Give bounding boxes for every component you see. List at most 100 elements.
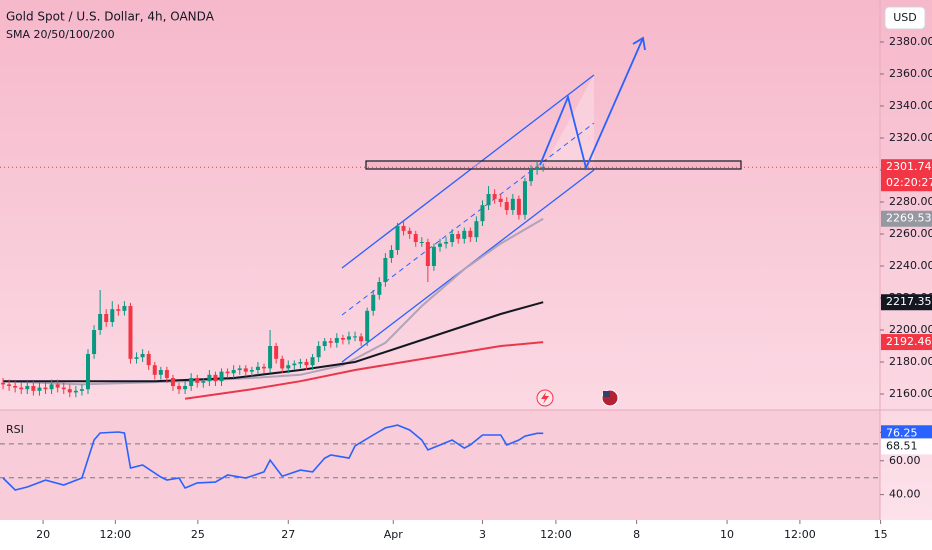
candle-body	[189, 378, 194, 386]
lightning	[541, 392, 549, 404]
candle-body	[164, 370, 169, 378]
candle-body	[401, 226, 406, 231]
candle-body	[407, 230, 412, 234]
y-tick-label: 2200.000	[889, 323, 932, 336]
candle-body	[243, 368, 248, 372]
candle-body	[522, 181, 527, 215]
chart-title: Gold Spot / U.S. Dollar, 4h, OANDA	[6, 10, 215, 24]
y-tick-label: 2280.000	[889, 195, 932, 208]
y-tick-label: 2340.000	[889, 99, 932, 112]
y-tick-label: 2180.000	[889, 355, 932, 368]
candle-body	[268, 346, 273, 369]
candle-body	[7, 384, 12, 386]
candle-body	[328, 341, 333, 343]
candle-body	[389, 250, 394, 258]
price-label-box	[881, 294, 932, 311]
candle-body	[431, 246, 436, 266]
candle-body	[104, 314, 109, 322]
candle-body	[152, 365, 157, 375]
channel-upper	[341, 74, 595, 269]
candle-body	[134, 357, 139, 359]
candle-body	[292, 363, 297, 366]
candle-body	[419, 242, 424, 243]
currency[interactable]: USD	[893, 11, 917, 24]
y-tick-label: 2360.000	[889, 67, 932, 80]
rsi-tick-label: 60.00	[889, 454, 921, 467]
candle-body	[274, 346, 279, 359]
candle-body	[474, 221, 479, 238]
time-axis	[0, 520, 932, 550]
y-tick-label: 2260.000	[889, 227, 932, 240]
candle-body	[25, 386, 30, 390]
candle-body	[535, 166, 540, 170]
candle-body	[237, 368, 242, 370]
candle-body	[13, 386, 18, 388]
candle-body	[413, 234, 418, 242]
candle-body	[213, 374, 218, 382]
candle-body	[322, 341, 327, 346]
candle-body	[55, 384, 60, 388]
candle-body	[183, 386, 188, 390]
candle-body	[377, 282, 382, 295]
candle-body	[1, 382, 6, 385]
price-label: 2269.536	[886, 212, 932, 225]
candle-body	[492, 194, 497, 199]
x-tick-label: 8	[633, 528, 640, 541]
candle-body	[225, 371, 230, 374]
event-icons	[536, 389, 619, 407]
candle-body	[498, 198, 503, 202]
x-tick-label: 12:00	[99, 528, 131, 541]
currency-button[interactable]	[884, 6, 926, 30]
candle-body	[353, 336, 358, 338]
candle-body	[158, 370, 163, 375]
x-tick-label: 12:00	[540, 528, 572, 541]
price-label-box	[881, 334, 932, 351]
candle-body	[140, 354, 145, 358]
candle-body	[346, 336, 351, 340]
candle-body	[92, 330, 97, 354]
projection-arrowhead	[632, 36, 646, 51]
candle-body	[480, 205, 485, 222]
price-label: 2217.350	[886, 295, 932, 308]
candle-body	[504, 202, 509, 210]
candle-body	[298, 362, 303, 364]
candle-body	[37, 387, 42, 391]
candle-body	[541, 166, 546, 168]
candle-body	[450, 234, 455, 242]
candle-body	[383, 258, 388, 282]
x-tick-label: 12:00	[784, 528, 816, 541]
candle-body	[529, 170, 534, 182]
candle-body	[304, 362, 309, 366]
candle-body	[316, 346, 321, 358]
channel-middle	[341, 122, 595, 316]
flag-canton	[603, 391, 610, 397]
candle-body	[334, 338, 339, 343]
candle-body	[395, 226, 400, 250]
sma-line	[3, 301, 544, 383]
chart-subtitle: SMA 20/50/100/200	[6, 28, 115, 41]
rsi-value-box	[881, 425, 932, 442]
candle-body	[359, 336, 364, 342]
candle-body	[98, 314, 103, 330]
candle-body	[365, 310, 370, 342]
rsi-value-box	[881, 438, 932, 455]
y-tick-label: 2380.000	[889, 35, 932, 48]
rsi-line	[2, 424, 544, 491]
candle-body	[73, 390, 78, 393]
candle-body	[86, 354, 90, 390]
x-tick-label: 15	[874, 528, 888, 541]
sma-line	[2, 217, 544, 386]
candle-body	[444, 242, 449, 244]
candle-body	[438, 243, 442, 247]
rsi-title: RSI	[6, 423, 24, 436]
candle-body	[177, 386, 182, 390]
candle-body	[61, 387, 66, 390]
candle-body	[67, 389, 72, 393]
candle-body	[468, 230, 473, 238]
candle-body	[462, 230, 467, 239]
y-tick-label: 2240.000	[889, 259, 932, 272]
candle-body	[231, 370, 236, 374]
candle-body	[31, 386, 36, 391]
candle-body	[49, 384, 54, 390]
candle-body	[280, 358, 285, 369]
